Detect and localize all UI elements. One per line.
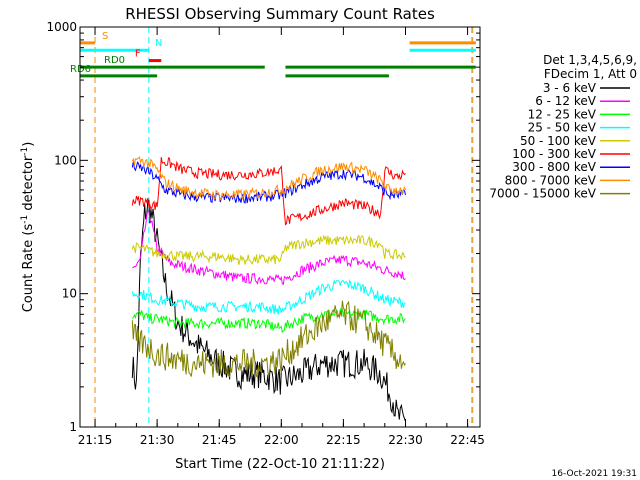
- x-axis-label: Start Time (22-Oct-10 21:11:22): [175, 457, 385, 472]
- legend-entry-label-7: 800 - 7000 keV: [505, 173, 597, 187]
- series-line-8: [131, 300, 406, 379]
- series-line-2: [131, 307, 406, 334]
- flag-label-rd0: RD0: [104, 55, 125, 66]
- x-axis: 21:15 21:30 21:45 22:00 22:15 22:30 22:45: [78, 27, 485, 447]
- legend: Det 1,3,4,5,6,9, FDecim 1, Att 0 3 - 6 k…: [489, 53, 637, 201]
- x-tick-label: 21:30: [140, 433, 175, 447]
- series-line-3: [131, 278, 406, 315]
- x-tick-label: 22:45: [450, 433, 485, 447]
- legend-entry-label-4: 50 - 100 keV: [520, 134, 597, 148]
- legend-entry-label-1: 6 - 12 keV: [535, 94, 597, 108]
- series-line-7: [131, 156, 406, 201]
- y-axis-label: Count Rate (s-1 detector-1): [20, 142, 36, 313]
- y-axis: 1 10 100 1000: [46, 20, 480, 434]
- flag-label-f: F: [135, 49, 141, 60]
- flag-label-n: N: [155, 38, 162, 49]
- y-tick-label: 1000: [46, 20, 77, 34]
- y-axis-label-end: ): [21, 142, 36, 147]
- legend-entry-label-6: 300 - 800 keV: [512, 160, 596, 174]
- series-line-4: [131, 234, 406, 265]
- flag-label-s: S: [102, 31, 108, 42]
- y-tick-label: 100: [54, 153, 77, 167]
- series-line-0: [131, 199, 406, 422]
- legend-entry-label-2: 12 - 25 keV: [528, 107, 597, 121]
- series-line-1: [132, 209, 406, 286]
- series-line-6: [131, 161, 406, 204]
- legend-entry-label-3: 25 - 50 keV: [528, 121, 597, 135]
- y-tick-label: 10: [62, 287, 77, 301]
- legend-entry-label-8: 7000 - 15000 keV: [489, 187, 596, 201]
- flag-bars: S N F RD0 RD6: [70, 31, 476, 78]
- x-tick-label: 21:45: [202, 433, 237, 447]
- legend-header-line-2: FDecim 1, Att 0: [544, 67, 637, 81]
- legend-entry-label-0: 3 - 6 keV: [543, 81, 597, 95]
- chart-title: RHESSI Observing Summary Count Rates: [125, 5, 435, 23]
- plot-frame: [79, 26, 481, 428]
- x-tick-label: 22:00: [264, 433, 299, 447]
- y-tick-label: 1: [69, 420, 77, 434]
- legend-entry-label-5: 100 - 300 keV: [512, 147, 596, 161]
- footer-timestamp: 16-Oct-2021 19:31: [552, 469, 637, 479]
- series-lines: [131, 156, 406, 422]
- y-axis-label-mid: detector: [21, 155, 36, 215]
- x-tick-label: 22:15: [326, 433, 361, 447]
- legend-header-line-1: Det 1,3,4,5,6,9,: [543, 53, 637, 67]
- flag-label-rd6: RD6: [70, 64, 91, 75]
- y-axis-label-main: Count Rate (s: [21, 224, 36, 313]
- y-axis-label-sup1: -1: [20, 215, 30, 224]
- y-axis-label-sup2: -1: [20, 147, 30, 156]
- vertical-markers: [94, 27, 474, 427]
- series-line-5: [131, 157, 406, 226]
- x-tick-label: 22:30: [388, 433, 423, 447]
- x-tick-label: 21:15: [78, 433, 113, 447]
